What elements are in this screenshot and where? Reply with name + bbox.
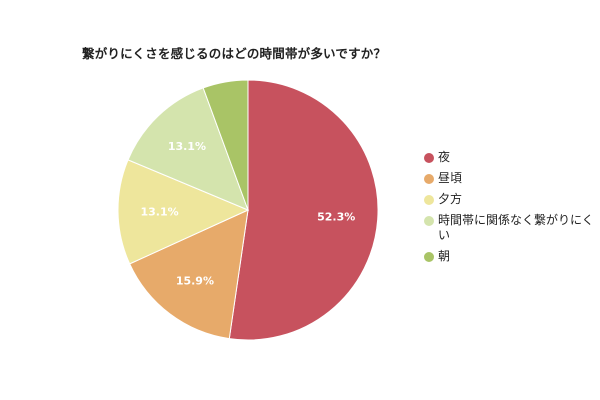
- pie-data-labels: 52.3% 15.9% 13.1% 13.1%: [141, 140, 356, 288]
- pie-slices: [117, 79, 379, 341]
- data-label-night: 52.3%: [317, 210, 355, 223]
- legend-marker-anytime: [424, 216, 434, 226]
- pie-slice-midday[interactable]: [129, 209, 249, 340]
- legend-label-midday: 昼頃: [438, 171, 463, 185]
- legend-label-evening: 夕方: [438, 192, 463, 206]
- data-label-midday: 15.9%: [176, 275, 214, 288]
- legend-marker-midday: [424, 174, 434, 184]
- legend-label-night: 夜: [438, 150, 451, 164]
- pie-slice-morning[interactable]: [202, 79, 249, 211]
- legend-item-night[interactable]: 夜: [424, 150, 596, 165]
- pie-slice-anytime[interactable]: [127, 87, 249, 211]
- legend-item-morning[interactable]: 朝: [424, 249, 596, 264]
- legend-marker-night: [424, 153, 434, 163]
- legend-item-evening[interactable]: 夕方: [424, 192, 596, 207]
- pie-slice-evening[interactable]: [117, 159, 250, 265]
- legend-item-anytime[interactable]: 時間帯に関係なく繋がりにくい: [424, 213, 596, 243]
- chart-legend[interactable]: 夜 昼頃 夕方 時間帯に関係なく繋がりにくい 朝: [424, 150, 596, 270]
- data-label-anytime: 13.1%: [168, 140, 206, 153]
- chart-title: 繋がりにくさを感じるのはどの時間帯が多いですか？: [82, 46, 387, 61]
- legend-marker-evening: [424, 195, 434, 205]
- data-label-evening: 13.1%: [141, 205, 179, 218]
- pie-slice-night[interactable]: [228, 79, 379, 341]
- legend-label-anytime: 時間帯に関係なく繋がりにくい: [438, 213, 594, 242]
- legend-label-morning: 朝: [438, 249, 451, 263]
- legend-marker-morning: [424, 252, 434, 262]
- legend-item-midday[interactable]: 昼頃: [424, 171, 596, 186]
